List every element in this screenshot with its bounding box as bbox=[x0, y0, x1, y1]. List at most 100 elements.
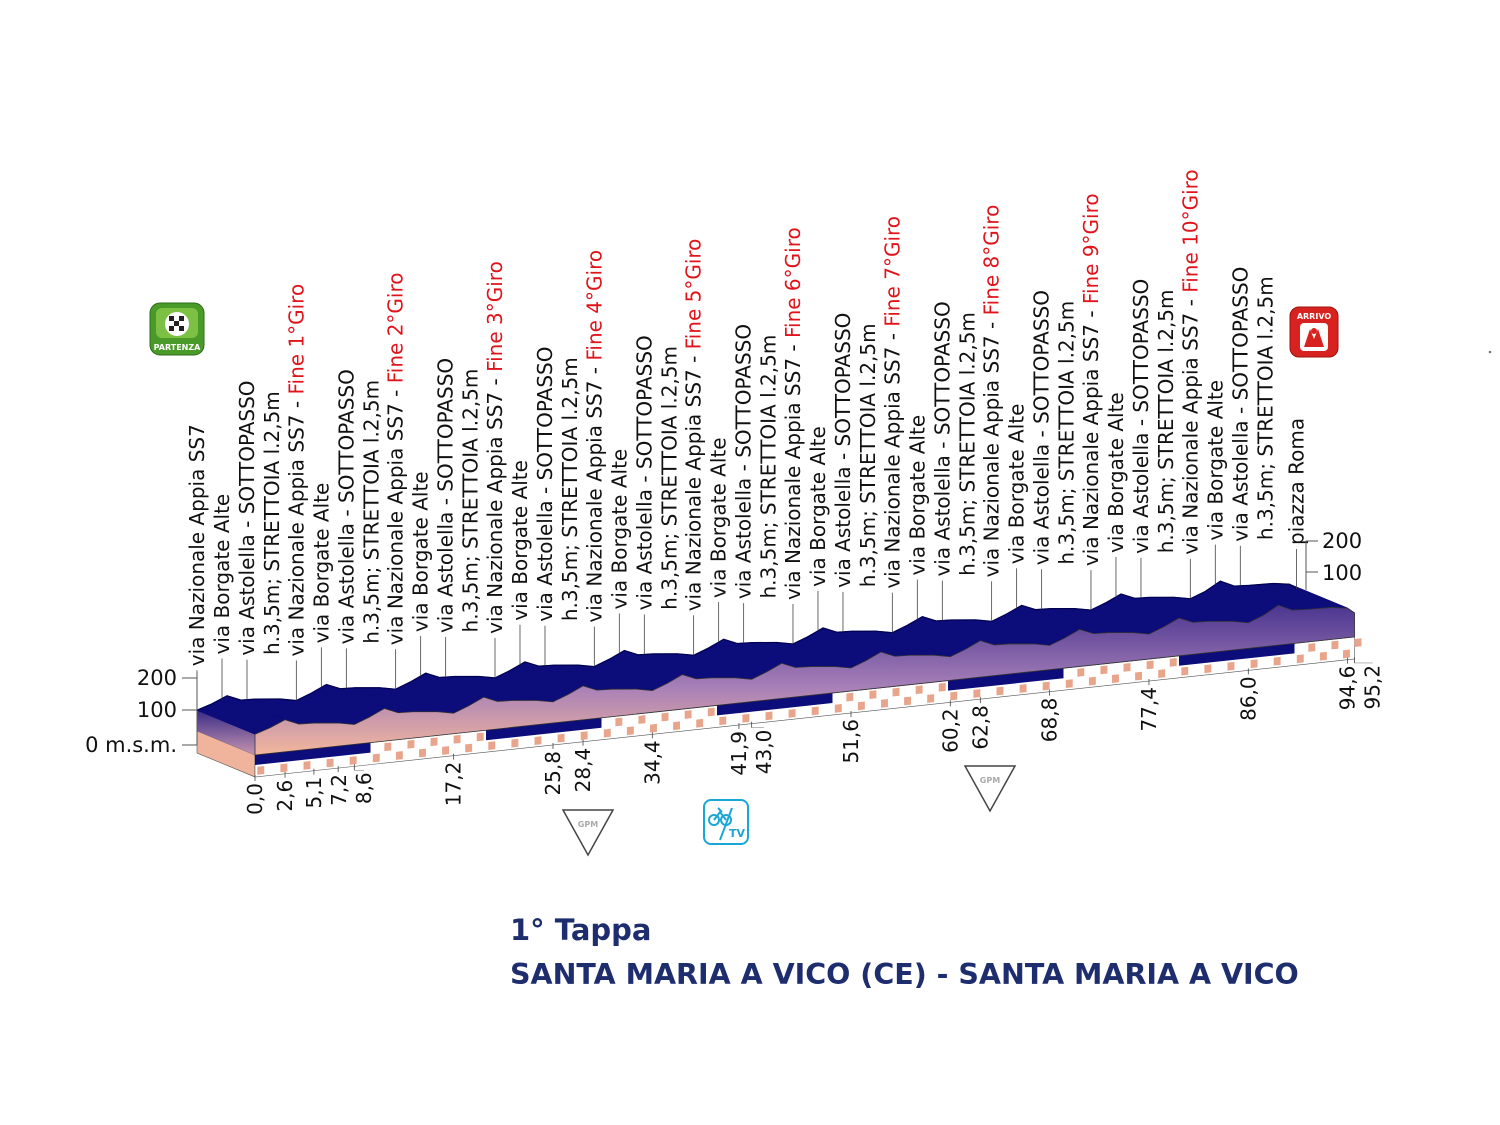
waypoint-street: piazza Roma bbox=[1285, 418, 1309, 545]
km-check bbox=[384, 742, 392, 752]
right-axis-tick-200: 200 bbox=[1322, 529, 1362, 553]
km-check bbox=[1250, 659, 1258, 669]
km-check bbox=[615, 717, 623, 727]
km-check bbox=[857, 701, 865, 711]
km-check bbox=[465, 743, 473, 753]
km-check bbox=[892, 687, 900, 697]
waypoint-street: via Borgate Alte bbox=[508, 460, 532, 621]
km-check bbox=[1146, 660, 1154, 670]
waypoint-street: via Astolella - SOTTOPASSO bbox=[632, 335, 656, 610]
waypoint-street: via Nazionale Appia SS7 - bbox=[980, 315, 1004, 577]
track-band bbox=[255, 742, 371, 765]
lap-end-label: Fine 8°Giro bbox=[980, 205, 1004, 316]
waypoint-street: via Nazionale Appia SS7 - bbox=[880, 327, 904, 589]
km-tick-label: 51,6 bbox=[839, 719, 863, 764]
waypoint-label: via Astolella - SOTTOPASSO bbox=[930, 301, 954, 576]
waypoint-label: via Borgate Alte bbox=[409, 471, 433, 632]
waypoint-street: via Borgate Alte bbox=[309, 483, 333, 644]
waypoint-label: via Nazionale Appia SS7 - Fine 5°Giro bbox=[682, 239, 706, 612]
km-check bbox=[915, 685, 923, 695]
waypoint-street: via Borgate Alte bbox=[1203, 380, 1227, 541]
left-elevation-axis: 200 100 0 m.s.m. bbox=[85, 666, 198, 757]
km-check bbox=[1319, 651, 1327, 661]
lap-end-label: Fine 1°Giro bbox=[284, 284, 308, 395]
km-check bbox=[1181, 666, 1189, 676]
lap-end-label: Fine 6°Giro bbox=[781, 227, 805, 338]
elevation-ridge-line bbox=[196, 580, 1297, 711]
waypoint-label-line2: h.3,5m; STRETTOIA l.2,5m bbox=[359, 380, 383, 644]
profile-left-side bbox=[197, 710, 255, 755]
left-axis-tick-100: 100 bbox=[137, 698, 177, 722]
road-slab bbox=[196, 636, 1362, 778]
km-check bbox=[280, 763, 288, 773]
km-check bbox=[869, 690, 877, 700]
km-check bbox=[1042, 681, 1050, 691]
km-check bbox=[303, 761, 311, 770]
waypoint-street: via Borgate Alte bbox=[1005, 404, 1029, 565]
waypoint-street: via Nazionale Appia SS7 - bbox=[483, 372, 507, 634]
km-tick-label: 60,2 bbox=[938, 708, 962, 753]
waypoint-label: via Borgate Alte bbox=[707, 437, 731, 598]
lap-end-label: Fine 9°Giro bbox=[1079, 193, 1103, 304]
right-elevation-axis: 200 100 bbox=[1305, 529, 1362, 590]
km-check bbox=[684, 710, 692, 719]
waypoint-street: via Astolella - SOTTOPASSO bbox=[533, 347, 557, 622]
km-check bbox=[1065, 679, 1073, 688]
km-check bbox=[453, 734, 461, 744]
km-check bbox=[881, 699, 888, 708]
waypoint-label: via Borgate Alte bbox=[508, 460, 532, 621]
finish-arrivo-icon bbox=[1300, 323, 1328, 351]
gpm-marker-2: GPM bbox=[963, 765, 1017, 813]
km-tick-label: 62,8 bbox=[968, 705, 992, 750]
km-check bbox=[1112, 674, 1119, 683]
km-check bbox=[442, 746, 450, 755]
waypoint-label-line2: h.3,5m; STRETTOIA l.2,5m bbox=[757, 335, 781, 599]
waypoint-label: via Borgate Alte bbox=[905, 415, 929, 576]
track-band bbox=[948, 668, 1064, 691]
km-check bbox=[696, 718, 704, 728]
waypoint-label: via Borgate Alte bbox=[607, 449, 631, 610]
waypoint-label: via Borgate Alte bbox=[309, 483, 333, 644]
waypoint-street: via Nazionale Appia SS7 bbox=[185, 424, 209, 666]
km-tick-label: 43,0 bbox=[752, 730, 776, 775]
km-check bbox=[950, 691, 958, 701]
waypoint-label: piazza Roma bbox=[1285, 418, 1309, 545]
waypoint-label: via Astolella - SOTTOPASSO bbox=[831, 313, 855, 588]
waypoint-label: via Nazionale Appia SS7 - Fine 8°Giro bbox=[980, 205, 1004, 578]
km-check bbox=[742, 713, 750, 723]
km-check bbox=[650, 723, 657, 733]
waypoint-street: via Astolella - SOTTOPASSO bbox=[1030, 290, 1054, 565]
km-check bbox=[1077, 667, 1085, 677]
km-check bbox=[1308, 643, 1316, 652]
lap-end-label: Fine 7°Giro bbox=[880, 216, 904, 327]
waypoint-label: via Borgate Alte bbox=[1005, 404, 1029, 565]
waypoint-street: via Nazionale Appia SS7 - bbox=[582, 361, 606, 623]
waypoint-label: via Borgate Alte bbox=[1203, 380, 1227, 541]
stage-route-subtitle: SANTA MARIA A VICO (CE) - SANTA MARIA A … bbox=[510, 958, 1299, 991]
waypoint-street: via Borgate Alte bbox=[707, 437, 731, 598]
waypoint-street: via Nazionale Appia SS7 - bbox=[1178, 293, 1202, 555]
waypoint-label: via Astolella - SOTTOPASSO bbox=[235, 380, 259, 655]
waypoint-label: via Astolella - SOTTOPASSO bbox=[1228, 267, 1252, 542]
waypoint-label-line2: h.3,5m; STRETTOIA l.2,5m bbox=[955, 312, 979, 576]
waypoint-street: via Borgate Alte bbox=[1104, 392, 1128, 553]
waypoint-label: via Nazionale Appia SS7 bbox=[185, 424, 209, 666]
km-tick-label: 68,8 bbox=[1038, 698, 1062, 743]
waypoint-label-line2: h.3,5m; STRETTOIA l.2,5m bbox=[1253, 276, 1277, 540]
waypoint-label-line2: h.3,5m; STRETTOIA l.2,5m bbox=[260, 391, 284, 655]
km-tick-label: 28,4 bbox=[571, 748, 595, 793]
km-tick-label: 34,4 bbox=[640, 740, 664, 785]
left-axis-tick-200: 200 bbox=[137, 666, 177, 690]
km-check bbox=[1227, 661, 1235, 671]
waypoint-street: via Astolella - SOTTOPASSO bbox=[235, 380, 259, 655]
km-check bbox=[1354, 638, 1362, 647]
km-check bbox=[395, 751, 403, 760]
km-check bbox=[661, 712, 669, 722]
waypoint-label-line2: h.3,5m; STRETTOIA l.2,5m bbox=[558, 357, 582, 621]
finish-arrivo-badge: ARRIVO bbox=[1289, 306, 1339, 358]
waypoint-label-line2: h.3,5m; STRETTOIA l.2,5m bbox=[459, 369, 483, 633]
km-check bbox=[534, 736, 542, 745]
waypoint-label: via Astolella - SOTTOPASSO bbox=[1129, 279, 1153, 554]
lap-end-label: Fine 2°Giro bbox=[384, 272, 408, 383]
km-check bbox=[419, 748, 426, 758]
